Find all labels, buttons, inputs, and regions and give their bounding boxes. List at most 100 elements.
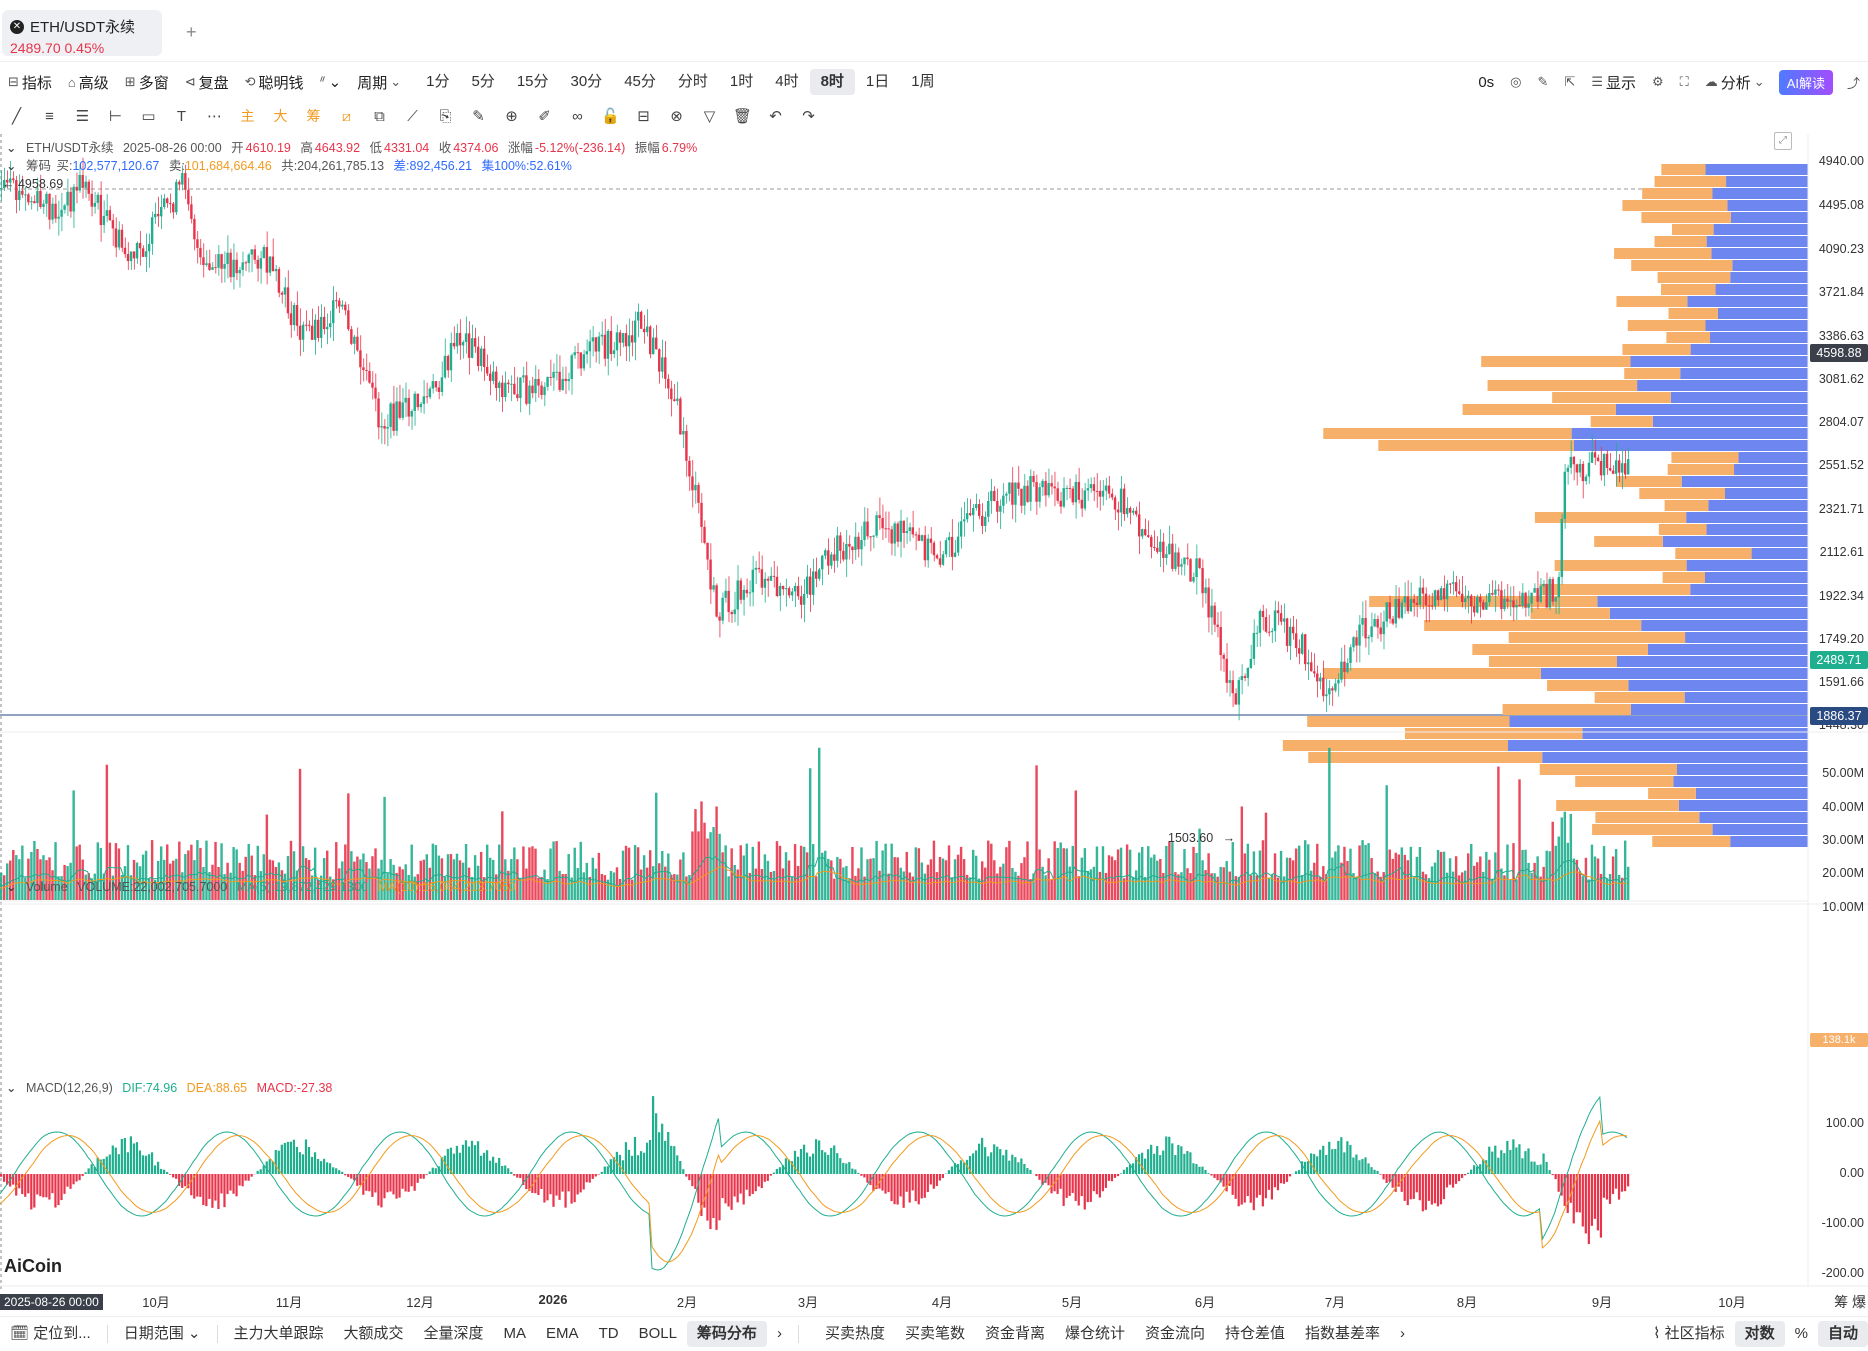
bottom-tab-right-5[interactable]: 持仓差值 [1225, 1325, 1286, 1342]
period-7[interactable]: 4时 [775, 73, 799, 90]
draw-tool-17[interactable]: ∞ [572, 107, 583, 125]
draw-tool-23[interactable]: ↶ [769, 108, 782, 125]
date-range-dropdown[interactable]: 日期范围 ⌄ [123, 1325, 201, 1342]
period-4[interactable]: 45分 [624, 73, 656, 90]
draw-tool-15[interactable]: ⊕ [505, 108, 518, 125]
draw-tool-7[interactable]: 主 [240, 108, 255, 124]
draw-tool-13[interactable]: ⎘ [439, 107, 452, 125]
macd-histogram-bar [1542, 1153, 1545, 1174]
chip-sell-bar [1308, 752, 1543, 763]
draw-tool-1[interactable]: ≡ [45, 107, 54, 125]
draw-tool-10[interactable]: ⧄ [342, 107, 351, 124]
period-1[interactable]: 5分 [471, 73, 495, 90]
volume-bar [6, 863, 9, 900]
macd-histogram-bar [295, 1146, 299, 1174]
settings-button[interactable]: ⚙ [1644, 67, 1672, 97]
draw-tool-24[interactable]: ↷ [802, 108, 815, 125]
draw-tool-2[interactable]: ☰ [75, 108, 90, 125]
draw-tool-19[interactable]: ⊟ [637, 108, 650, 125]
period-10[interactable]: 1周 [911, 73, 935, 90]
toolbar-item-advanced[interactable]: ⌂ 高级 [60, 67, 117, 97]
draw-tool-9[interactable]: 筹 [306, 108, 321, 124]
toolbar-item-multi-window[interactable]: ⊞ 多窗 [117, 67, 177, 97]
draw-tool-4[interactable]: ▭ [141, 108, 156, 125]
bottom-tab-right-6[interactable]: 指数基差率 [1305, 1325, 1381, 1342]
collapse-icon[interactable]: ⌄ [6, 141, 17, 155]
percent-toggle[interactable]: % [1794, 1325, 1808, 1342]
volume-bar [1020, 863, 1023, 900]
bottom-tab-7[interactable]: 筹码分布 [686, 1321, 767, 1347]
ai-interpret-button[interactable]: AI解读 [1778, 69, 1833, 95]
chart-area[interactable]: ⌄ ETH/USDT永续 2025-08-26 00:00 开 4610.19 高… [0, 132, 1868, 1310]
toolbar-item-replay[interactable]: ⊲ 复盘 [177, 67, 237, 97]
period-dropdown[interactable]: 周期 ⌄ [349, 67, 409, 97]
toolbar-item-indicator[interactable]: ⊟ 指标 [0, 67, 60, 97]
bottom-tab-1[interactable]: 大额成交 [343, 1325, 404, 1342]
toolbar-item-chart-type[interactable]: ᐥ ⌄ [312, 67, 350, 97]
locate-button[interactable]: 🗓 定位到... [0, 1321, 101, 1347]
draw-tool-21[interactable]: ▽ [703, 108, 716, 125]
draw-tool-8[interactable]: 大 [273, 108, 288, 124]
period-9[interactable]: 1日 [865, 73, 890, 90]
candle-body [1032, 476, 1035, 483]
chip-sell-bar [1675, 548, 1752, 559]
macd-histogram-bar [178, 1174, 181, 1186]
camera-button[interactable]: ◎ [1502, 67, 1529, 97]
expand-icon[interactable]: ⤢ [1774, 132, 1792, 150]
bottom-tab-right-1[interactable]: 买卖笔数 [904, 1325, 965, 1342]
log-scale-toggle[interactable]: 对数 [1734, 1321, 1785, 1347]
auto-toggle[interactable]: 自动 [1817, 1321, 1868, 1347]
bottom-tab-2[interactable]: 全量深度 [423, 1325, 484, 1342]
bottom-tab-right-3[interactable]: 爆仓统计 [1064, 1325, 1125, 1342]
more-left-button[interactable]: › [776, 1325, 782, 1342]
draw-tool-6[interactable]: ⋯ [207, 108, 222, 125]
collapse-icon[interactable]: ⌄ [6, 159, 17, 173]
bottom-tab-right-4[interactable]: 资金流向 [1145, 1325, 1206, 1342]
draw-tool-16[interactable]: ✐ [538, 108, 551, 125]
draw-tool-11[interactable]: ⧉ [374, 107, 385, 125]
period-2[interactable]: 15分 [516, 73, 549, 90]
draw-tool-18[interactable]: 🔓 [601, 108, 620, 125]
draw-tool-5[interactable]: T [176, 107, 187, 125]
fullscreen-button[interactable]: ⛶ [1672, 67, 1697, 97]
volume-bar [72, 790, 75, 900]
period-8[interactable]: 8时 [809, 69, 855, 95]
trend-button[interactable]: ⤴ [1839, 67, 1868, 97]
volume-bar [1008, 840, 1011, 900]
draw-tool-3[interactable]: ⊢ [108, 108, 123, 125]
bottom-tab-0[interactable]: 主力大单跟踪 [233, 1325, 324, 1342]
more-right-button[interactable]: › [1400, 1325, 1406, 1342]
period-5[interactable]: 分时 [677, 73, 708, 90]
draw-tool-22[interactable]: 🗑 [732, 108, 753, 125]
community-indicator-button[interactable]: ⌇ 社区指标 [1643, 1321, 1735, 1347]
bottom-tab-3[interactable]: MA [503, 1325, 527, 1342]
period-0[interactable]: 1分 [426, 73, 450, 90]
collapse-icon[interactable]: ⌄ [6, 880, 17, 894]
draw-tool-14[interactable]: ✎ [472, 108, 485, 125]
period-6[interactable]: 1时 [729, 73, 754, 90]
share-button[interactable]: ⇱ [1556, 67, 1583, 97]
macd-histogram-bar [1101, 1174, 1104, 1192]
analysis-dropdown[interactable]: ☁ 分析 ⌄ [1697, 67, 1773, 97]
bottom-tab-4[interactable]: EMA [546, 1325, 579, 1342]
countdown-toggle[interactable]: 0s [1470, 67, 1502, 97]
collapse-icon[interactable]: ⌄ [6, 1081, 17, 1095]
bottom-tab-6[interactable]: BOLL [638, 1325, 677, 1342]
macd-histogram-bar [950, 1166, 954, 1174]
period-3[interactable]: 30分 [570, 73, 603, 90]
chip-toggle[interactable]: 筹 [1834, 1294, 1849, 1310]
draw-tool-20[interactable]: ⊗ [670, 108, 683, 125]
draw-tool-0[interactable]: ╱ [11, 108, 22, 125]
bottom-tab-5[interactable]: TD [598, 1325, 619, 1342]
draw-tool-12[interactable]: ⟋ [407, 107, 418, 125]
display-button[interactable]: ☰ 显示 [1583, 67, 1644, 97]
tab-eth-usdt[interactable]: ✕ ETH/USDT永续 2489.70 0.45% [2, 10, 162, 56]
pen-button[interactable]: ✎ [1530, 67, 1557, 97]
macd-histogram-bar [633, 1136, 637, 1174]
add-tab-button[interactable]: + [186, 22, 197, 42]
liquidation-toggle[interactable]: 爆 [1852, 1294, 1866, 1310]
toolbar-item-smart-money[interactable]: ⟲ 聪明钱 [237, 67, 312, 97]
bottom-tab-right-0[interactable]: 买卖热度 [824, 1325, 885, 1342]
bottom-tab-right-2[interactable]: 资金背离 [984, 1325, 1045, 1342]
chart-canvas[interactable] [0, 134, 1868, 1304]
